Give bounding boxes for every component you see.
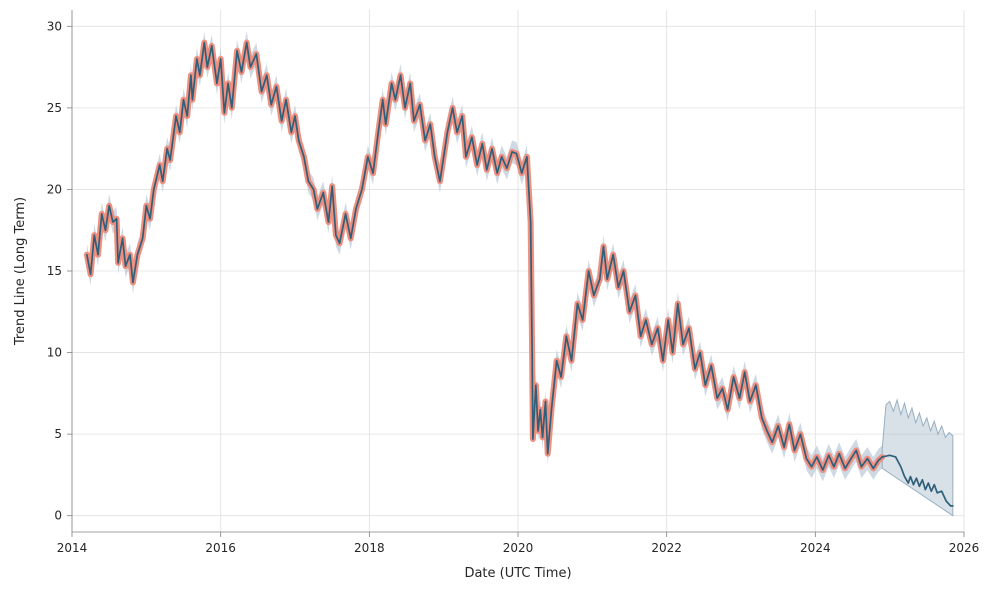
y-tick-label: 25 bbox=[47, 101, 62, 115]
x-tick-label: 2022 bbox=[651, 541, 682, 555]
y-tick-label: 0 bbox=[54, 509, 62, 523]
x-tick-label: 2024 bbox=[800, 541, 831, 555]
y-tick-label: 5 bbox=[54, 427, 62, 441]
x-axis-label: Date (UTC Time) bbox=[464, 566, 571, 581]
plot-bg bbox=[0, 0, 989, 590]
y-tick-label: 20 bbox=[47, 182, 62, 196]
chart-svg: 2014 2016 2018 2020 2022 2024 2026 0 5 10 15 20 25 30… bbox=[0, 0, 989, 590]
y-axis-label: Trend Line (Long Term) bbox=[13, 197, 28, 346]
x-tick-label: 2020 bbox=[503, 541, 534, 555]
x-tick-label: 2014 bbox=[57, 541, 88, 555]
x-tick-label: 2016 bbox=[205, 541, 236, 555]
x-tick-label: 2026 bbox=[949, 541, 980, 555]
trend-line-chart: 2014 2016 2018 2020 2022 2024 2026 0 5 10 15 20 25 30… bbox=[0, 0, 989, 590]
y-tick-label: 10 bbox=[47, 346, 62, 360]
x-tick-label: 2018 bbox=[354, 541, 385, 555]
y-tick-label: 15 bbox=[47, 264, 62, 278]
y-tick-label: 30 bbox=[47, 19, 62, 33]
